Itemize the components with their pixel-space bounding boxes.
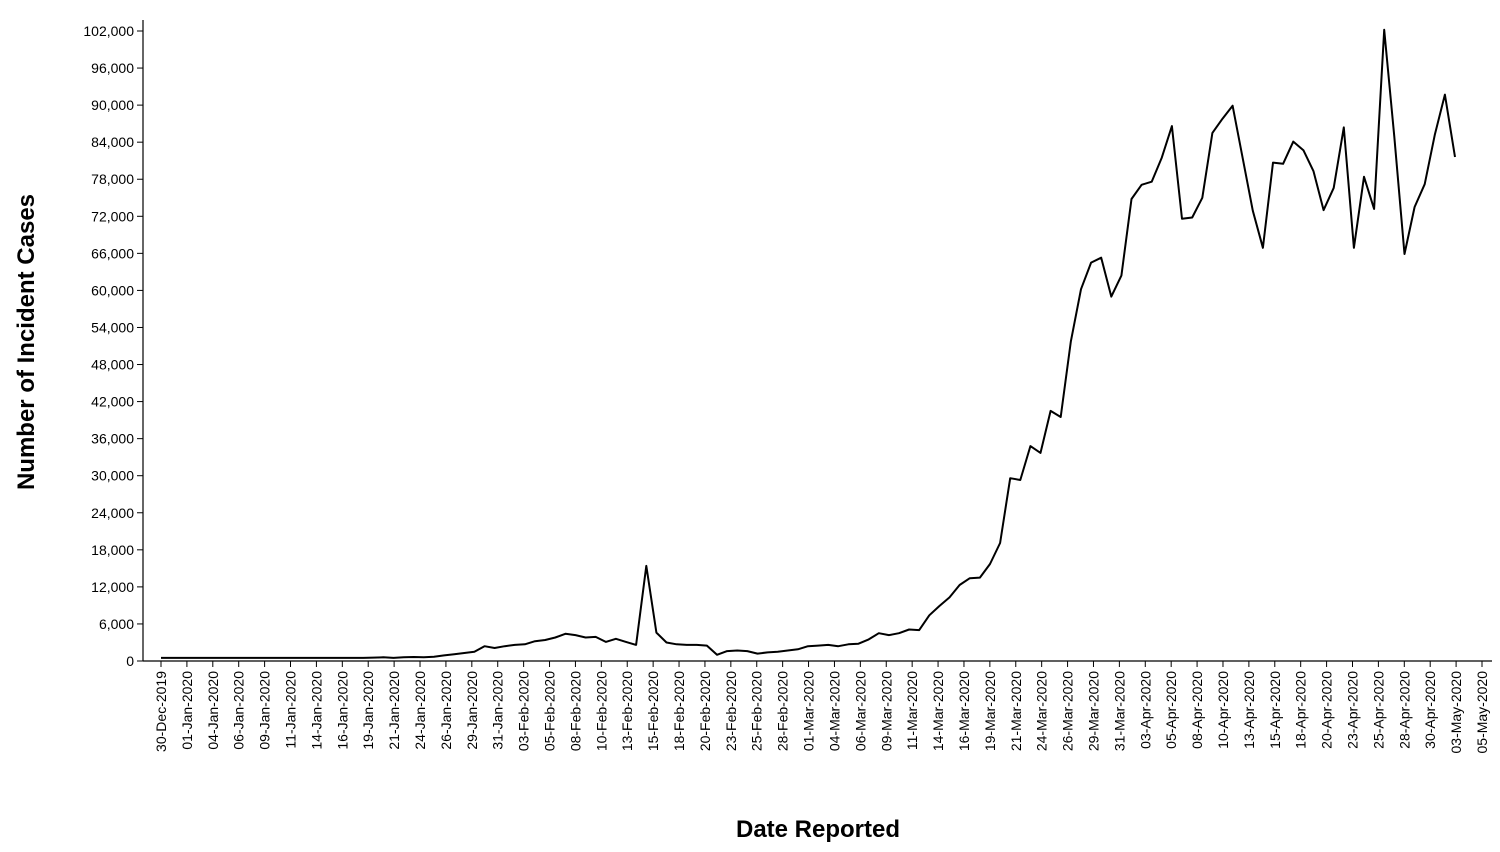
x-tick-label: 11-Jan-2020 [283,671,299,749]
x-axis-ticks: 30-Dec-2019 01-Jan-2020 04-Jan-2020 06-Jan-… [153,661,1490,754]
x-tick-label: 24-Jan-2020 [412,671,428,750]
series-group [161,28,1456,659]
x-tick-label: 15-Feb-2020 [645,671,661,751]
y-tick-label: 90,000 [91,97,134,113]
x-tick-label: 19-Mar-2020 [982,671,998,751]
y-tick-label: 66,000 [91,245,134,261]
x-tick-label: 14-Jan-2020 [308,671,324,750]
y-tick-label: 42,000 [91,394,134,410]
x-tick-label: 26-Jan-2020 [438,671,454,750]
x-tick-label: 03-Feb-2020 [516,671,532,751]
x-tick-label: 10-Feb-2020 [593,671,609,751]
x-tick-label: 14-Mar-2020 [930,671,946,751]
x-tick-label: 21-Jan-2020 [386,671,402,750]
x-tick-label: 29-Jan-2020 [464,671,480,750]
y-tick-label: 84,000 [91,134,134,150]
x-tick-label: 25-Apr-2020 [1370,671,1386,749]
x-tick-label: 06-Mar-2020 [852,671,868,751]
y-tick-label: 102,000 [83,23,134,39]
x-tick-label: 03-May-2020 [1448,671,1464,754]
x-tick-label: 23-Apr-2020 [1344,671,1360,749]
x-tick-label: 29-Mar-2020 [1085,671,1101,751]
x-tick-label: 01-Jan-2020 [179,671,195,750]
x-tick-label: 28-Feb-2020 [775,671,791,751]
y-tick-label: 78,000 [91,171,134,187]
x-tick-label: 19-Jan-2020 [360,671,376,750]
x-tick-label: 26-Mar-2020 [1060,671,1076,751]
x-tick-label: 03-Apr-2020 [1137,671,1153,749]
x-tick-label: 13-Apr-2020 [1241,671,1257,749]
x-tick-label: 20-Apr-2020 [1319,671,1335,749]
y-tick-label: 36,000 [91,431,134,447]
x-tick-label: 28-Apr-2020 [1396,671,1412,749]
y-tick-label: 48,000 [91,357,134,373]
x-tick-label: 05-Apr-2020 [1163,671,1179,749]
x-tick-label: 23-Feb-2020 [723,671,739,751]
x-tick-label: 18-Feb-2020 [671,671,687,751]
x-tick-label: 20-Feb-2020 [697,671,713,751]
x-tick-label: 31-Jan-2020 [490,671,506,750]
x-tick-label: 09-Jan-2020 [257,671,273,750]
series-line-0 [161,28,1456,659]
y-tick-label: 54,000 [91,319,134,335]
y-tick-label: 60,000 [91,282,134,298]
x-tick-label: 05-Feb-2020 [542,671,558,751]
y-tick-label: 6,000 [99,616,134,632]
x-tick-label: 18-Apr-2020 [1293,671,1309,749]
y-tick-label: 0 [126,653,134,669]
y-tick-label: 24,000 [91,505,134,521]
y-axis-title: Number of Incident Cases [13,194,40,490]
x-tick-label: 11-Mar-2020 [904,671,920,750]
x-tick-label: 09-Mar-2020 [878,671,894,751]
x-tick-label: 21-Mar-2020 [1008,671,1024,751]
x-tick-label: 25-Feb-2020 [749,671,765,751]
y-tick-label: 30,000 [91,468,134,484]
x-tick-label: 31-Mar-2020 [1111,671,1127,751]
x-tick-label: 08-Apr-2020 [1189,671,1205,749]
x-tick-label: 01-Mar-2020 [801,671,817,751]
y-tick-label: 72,000 [91,208,134,224]
x-tick-label: 15-Apr-2020 [1267,671,1283,749]
y-tick-label: 96,000 [91,60,134,76]
x-tick-label: 08-Feb-2020 [567,671,583,751]
x-tick-label: 10-Apr-2020 [1215,671,1231,749]
x-tick-label: 04-Mar-2020 [826,671,842,751]
x-tick-label: 24-Mar-2020 [1034,671,1050,751]
x-axis-title: Date Reported [736,816,900,843]
y-axis-ticks: 0 6,000 12,000 18,000 24,000 30,000 36,000 42,0… [83,23,143,669]
x-tick-label: 05-May-2020 [1474,671,1490,754]
x-tick-label: 30-Apr-2020 [1422,671,1438,749]
x-tick-label: 16-Jan-2020 [334,671,350,750]
y-tick-label: 12,000 [91,579,134,595]
x-tick-label: 30-Dec-2019 [153,671,169,752]
x-tick-label: 16-Mar-2020 [956,671,972,751]
y-tick-label: 18,000 [91,542,134,558]
x-tick-label: 04-Jan-2020 [205,671,221,750]
x-tick-label: 13-Feb-2020 [619,671,635,751]
x-tick-label: 06-Jan-2020 [231,671,247,750]
